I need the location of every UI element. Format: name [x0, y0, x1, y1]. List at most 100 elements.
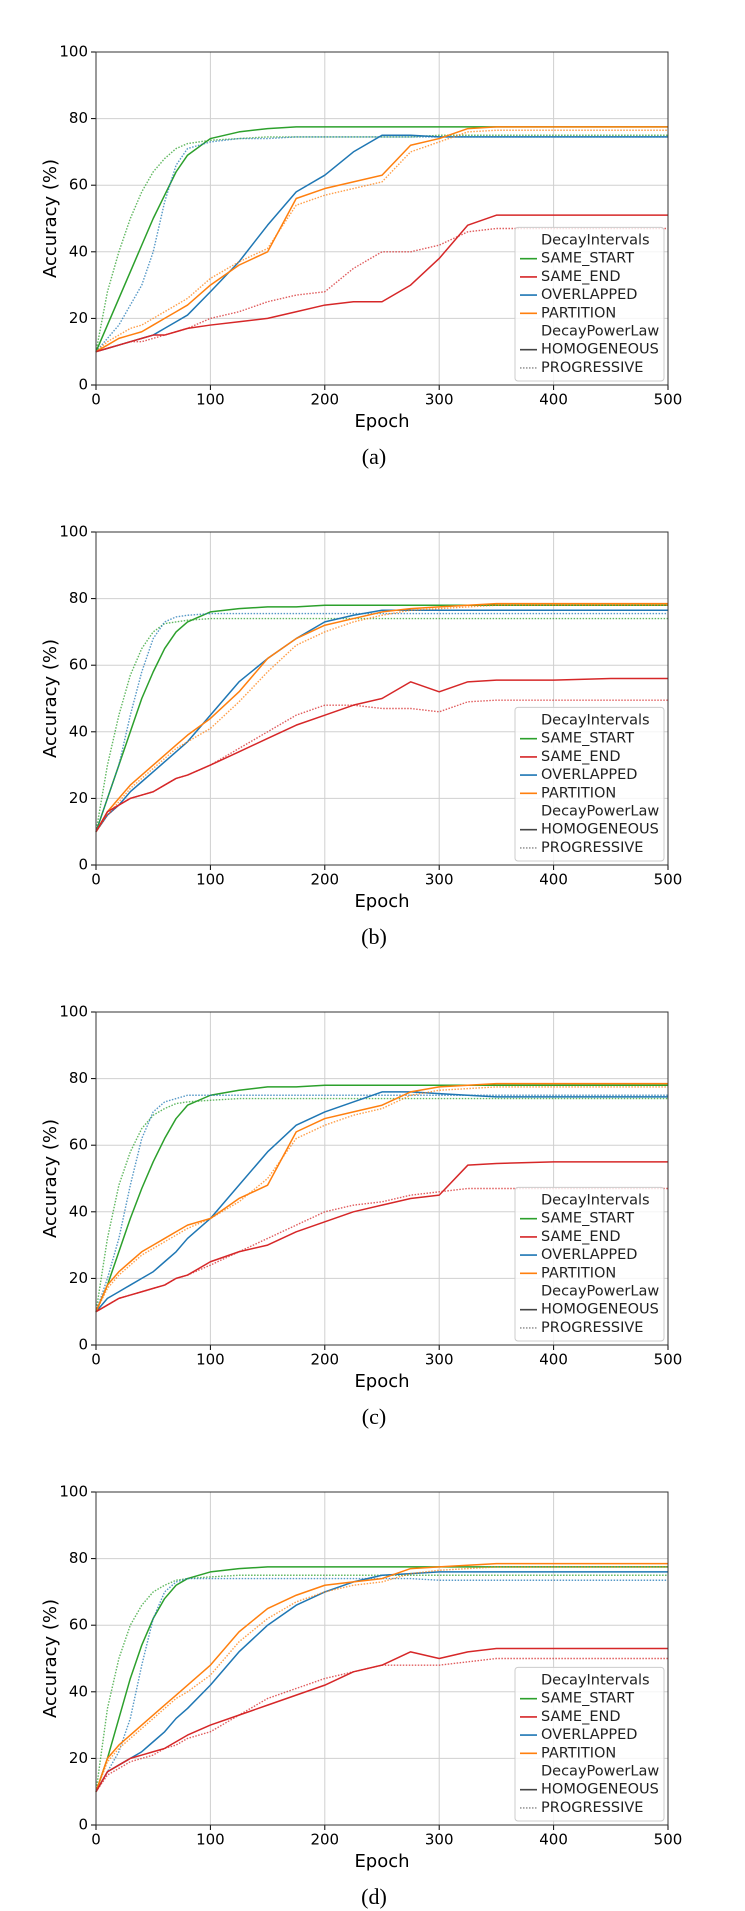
caption: (a)	[362, 444, 386, 469]
x-axis-label: Epoch	[354, 1371, 409, 1392]
y-tick-label: 80	[69, 1549, 88, 1567]
x-axis-label: Epoch	[354, 891, 409, 912]
y-tick-label: 20	[69, 789, 88, 807]
chart: 0 100 200 300 400 500 0 20 40 60 80 100 Epoch Accurac…	[40, 523, 682, 950]
legend-title: DecayPowerLaw	[541, 804, 659, 820]
y-axis-label: Accuracy (%)	[40, 159, 61, 278]
series-line	[95, 1187, 668, 1313]
legend-label: HOMOGENEOUS	[541, 1302, 659, 1318]
x-tick-label: 100	[196, 871, 225, 889]
legend-title: DecayPowerLaw	[541, 324, 659, 340]
legend-label: SAME_END	[541, 1709, 621, 1725]
series-line	[95, 1574, 668, 1792]
y-tick-label: 0	[78, 1816, 88, 1834]
x-axis-label: Epoch	[354, 411, 409, 432]
x-tick-label: 0	[91, 1831, 101, 1849]
legend-label: HOMOGENEOUS	[541, 1782, 659, 1798]
series-line	[95, 1082, 668, 1312]
legend-label: PARTITION	[541, 305, 616, 321]
legend-label: OVERLAPPED	[541, 767, 637, 783]
legend-label: OVERLAPPED	[541, 287, 637, 303]
x-tick-label: 0	[91, 391, 101, 409]
y-tick-label: 40	[69, 1202, 88, 1220]
y-tick-label: 0	[78, 1336, 88, 1354]
legend-label: HOMOGENEOUS	[541, 342, 659, 358]
x-tick-label: 300	[425, 1831, 454, 1849]
series-line	[95, 1566, 668, 1792]
legend-label: HOMOGENEOUS	[541, 822, 659, 838]
legend-label: SAME_START	[541, 731, 634, 747]
y-tick-label: 0	[78, 376, 88, 394]
y-tick-label: 80	[69, 1069, 88, 1087]
series-line	[95, 1657, 668, 1793]
legend-title: DecayIntervals	[541, 713, 650, 729]
plot-frame	[95, 51, 669, 386]
y-tick-label: 100	[59, 1003, 88, 1021]
y-tick-label: 40	[69, 242, 88, 260]
legend-label: PROGRESSIVE	[541, 360, 643, 376]
legend-box	[514, 706, 665, 862]
y-axis-label: Accuracy (%)	[40, 1119, 61, 1238]
x-tick-label: 100	[196, 391, 225, 409]
y-tick-label: 60	[69, 656, 88, 674]
y-tick-label: 40	[69, 722, 88, 740]
series-line	[95, 126, 668, 352]
x-tick-label: 400	[539, 391, 568, 409]
y-tick-label: 40	[69, 1682, 88, 1700]
x-tick-label: 100	[196, 1831, 225, 1849]
series-line	[95, 677, 668, 833]
y-tick-label: 20	[69, 309, 88, 327]
series-line	[95, 134, 668, 352]
x-tick-label: 500	[654, 1351, 683, 1369]
legend-label: OVERLAPPED	[541, 1727, 637, 1743]
chart: 0 100 200 300 400 500 0 20 40 60 80 100 Epoch Accurac…	[40, 1483, 682, 1910]
legend-title: DecayPowerLaw	[541, 1764, 659, 1780]
x-tick-label: 400	[539, 1351, 568, 1369]
legend-box	[514, 226, 665, 382]
series-line	[95, 129, 668, 353]
plot-frame	[95, 531, 669, 866]
x-tick-label: 0	[91, 871, 101, 889]
series-line	[95, 1647, 668, 1793]
series-line	[95, 126, 668, 353]
series-line	[95, 604, 668, 833]
legend-label: PROGRESSIVE	[541, 1320, 643, 1336]
x-tick-label: 500	[654, 1831, 683, 1849]
x-tick-label: 300	[425, 1351, 454, 1369]
legend-label: SAME_START	[541, 1211, 634, 1227]
legend-label: PARTITION	[541, 1745, 616, 1761]
y-tick-label: 20	[69, 1269, 88, 1287]
legend-label: PROGRESSIVE	[541, 1800, 643, 1816]
series-line	[95, 214, 668, 353]
series-line	[95, 1562, 668, 1792]
series-line	[95, 1091, 668, 1313]
legend-label: SAME_END	[541, 749, 621, 765]
x-tick-label: 200	[310, 1351, 339, 1369]
series-line	[95, 1577, 668, 1793]
y-tick-label: 60	[69, 1136, 88, 1154]
legend-label: PROGRESSIVE	[541, 840, 643, 856]
y-tick-label: 80	[69, 589, 88, 607]
y-tick-label: 100	[59, 43, 88, 61]
x-tick-label: 500	[654, 871, 683, 889]
plot-frame	[95, 1011, 669, 1346]
x-tick-label: 300	[425, 871, 454, 889]
x-tick-label: 200	[310, 871, 339, 889]
series-line	[95, 227, 668, 353]
x-tick-label: 300	[425, 391, 454, 409]
legend-label: SAME_END	[541, 1229, 621, 1245]
y-tick-label: 100	[59, 1483, 88, 1501]
y-tick-label: 80	[69, 109, 88, 127]
legend-label: PARTITION	[541, 785, 616, 801]
legend-title: DecayPowerLaw	[541, 1284, 659, 1300]
plot-frame	[95, 1491, 669, 1826]
caption: (d)	[361, 1884, 387, 1909]
x-tick-label: 400	[539, 871, 568, 889]
series-line	[95, 1097, 668, 1312]
x-tick-label: 200	[310, 1831, 339, 1849]
y-tick-label: 0	[78, 856, 88, 874]
x-tick-label: 500	[654, 391, 683, 409]
legend-title: DecayIntervals	[541, 1673, 650, 1689]
legend-box	[514, 1666, 665, 1822]
